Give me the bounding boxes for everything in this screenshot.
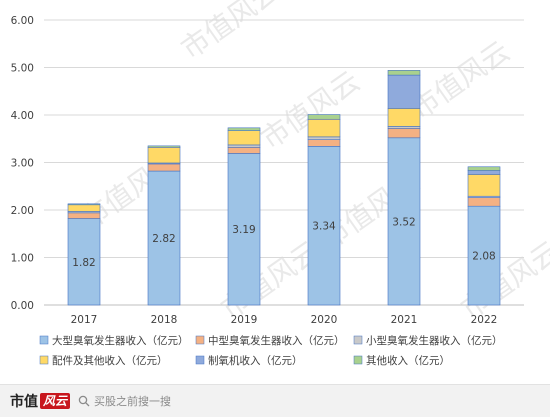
search-placeholder: 买股之前搜一搜: [94, 395, 172, 408]
data-label-2017: 1.82: [72, 257, 95, 269]
brand-logo[interactable]: 市值 风云: [10, 391, 71, 411]
data-label-2021: 3.52: [392, 216, 415, 228]
x-tick-label: 2017: [71, 314, 98, 326]
brand-text: 市值: [10, 394, 38, 410]
legend-swatch-1: [195, 335, 205, 345]
y-tick-label: 2.00: [11, 205, 34, 217]
bars: 1.82 2.82 3.19 3.34 3.52 2.08: [67, 70, 501, 306]
y-axis: 0.00 1.00 2.00 3.00 4.00 5.00 6.00: [11, 15, 34, 312]
bar-segment-2018-s5: [147, 145, 181, 148]
legend-label-3: 配件及其他收入（亿元）: [52, 354, 168, 367]
bar-segment-2018-s1: [147, 163, 181, 172]
bar-segment-2017-s5: [67, 203, 101, 206]
bar-segment-2020-s0: [307, 146, 341, 306]
y-tick-label: 4.00: [11, 110, 34, 122]
bar-segment-2018-s3: [147, 147, 181, 164]
legend-swatch-0: [39, 335, 49, 345]
brand-mark: 风云: [40, 393, 71, 409]
y-tick-label: 0.00: [11, 300, 34, 312]
y-tick-label: 5.00: [11, 63, 34, 75]
bar-segment-2022-s0: [467, 205, 501, 306]
bar-segment-2019-s5: [227, 127, 261, 131]
x-tick-label: 2022: [471, 314, 498, 326]
legend-swatch-2: [353, 335, 363, 345]
data-label-2020: 3.34: [312, 221, 336, 233]
y-tick-label: 6.00: [11, 15, 34, 27]
bar-segment-2017-s3: [67, 204, 101, 212]
x-tick-label: 2021: [391, 314, 418, 326]
bar-segment-2021-s0: [387, 137, 421, 306]
legend-label-1: 中型臭氧发生器收入（亿元）: [208, 334, 345, 347]
legend-label-4: 制氧机收入（亿元）: [208, 354, 303, 367]
bar-segment-2020-s3: [307, 118, 341, 138]
legend: 大型臭氧发生器收入（亿元） 中型臭氧发生器收入（亿元） 小型臭氧发生器收入（亿元） 配…: [39, 334, 503, 367]
x-tick-label: 2019: [231, 314, 258, 326]
bar-segment-2017-s0: [67, 218, 101, 306]
data-label-2018: 2.82: [152, 233, 175, 245]
watermark-0: 市值风云: [175, 0, 286, 66]
x-axis: 2017 2018 2019 2020 2021 2022: [71, 314, 498, 326]
watermark-6: 市值风云: [405, 34, 516, 125]
legend-label-2: 小型臭氧发生器收入（亿元）: [366, 334, 503, 347]
x-tick-label: 2020: [311, 314, 338, 326]
legend-label-5: 其他收入（亿元）: [366, 354, 450, 367]
y-tick-label: 1.00: [11, 253, 34, 265]
bar-segment-2022-s5: [467, 166, 501, 171]
search-hint[interactable]: 买股之前搜一搜: [78, 393, 171, 409]
bar-segment-2019-s0: [227, 153, 261, 306]
x-tick-label: 2018: [151, 314, 178, 326]
gridlines: [44, 19, 524, 306]
data-label-2019: 3.19: [232, 224, 255, 236]
bar-segment-2022-s3: [467, 174, 501, 197]
legend-swatch-3: [39, 355, 49, 365]
bar-segment-2018-s0: [147, 170, 181, 306]
bar-segment-2021-s5: [387, 70, 421, 76]
y-tick-label: 3.00: [11, 158, 34, 170]
bar-segment-2021-s3: [387, 108, 421, 127]
bar-segment-2020-s1: [307, 139, 341, 147]
chart-panel: 市值风云 市值风云 市值风云 市值风云 市值风云 市值风云 市值风云 0.00 1.00 2.0…: [0, 0, 550, 384]
bar-segment-2020-s2: [307, 136, 341, 141]
search-icon: [78, 395, 90, 407]
bar-segment-2017-s1: [67, 212, 101, 219]
bar-segment-2020-s5: [307, 114, 341, 120]
legend-swatch-5: [353, 355, 363, 365]
bar-segment-2022-s4: [467, 170, 501, 175]
data-label-2022: 2.08: [472, 251, 495, 263]
bar-segment-2019-s3: [227, 130, 261, 146]
legend-label-0: 大型臭氧发生器收入（亿元）: [52, 334, 189, 347]
bar-segment-2021-s4: [387, 74, 421, 109]
bar-segment-2022-s1: [467, 197, 501, 207]
bar-segment-2019-s1: [227, 147, 261, 154]
legend-swatch-4: [195, 355, 205, 365]
bar-segment-2021-s1: [387, 128, 421, 139]
bar-segment-2019-s2: [227, 144, 261, 148]
footer-bar: 市值 风云 买股之前搜一搜: [0, 384, 550, 417]
